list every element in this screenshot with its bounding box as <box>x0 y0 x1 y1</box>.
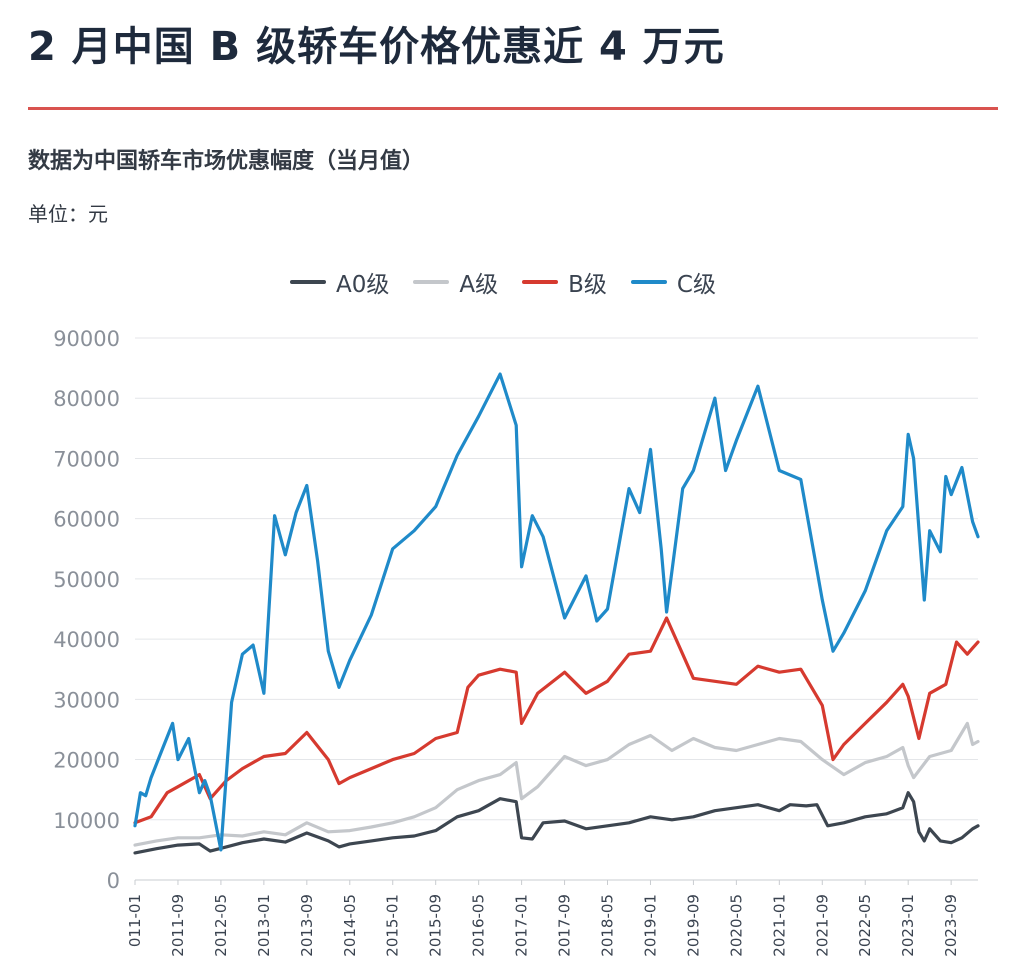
x-tick-label: 2023-01 <box>899 894 917 957</box>
x-tick-label: 2017-01 <box>513 894 531 957</box>
chart-title: 2 月中国 B 级轿车价格优惠近 4 万元 <box>28 24 725 70</box>
legend-label-c: C级 <box>676 272 716 298</box>
title-divider <box>28 107 998 110</box>
chart-subtitle: 数据为中国轿车市场优惠幅度（当月值） <box>28 149 425 174</box>
y-tick-label: 50000 <box>53 568 120 592</box>
legend-swatch-a0 <box>290 280 326 284</box>
y-tick-label: 10000 <box>53 809 120 833</box>
x-tick-label: 2011-09 <box>169 894 187 957</box>
series-line-1 <box>133 721 980 847</box>
legend-swatch-a <box>413 280 450 284</box>
y-tick-label: 20000 <box>53 749 120 773</box>
legend-item-c[interactable]: C级 <box>630 265 716 299</box>
x-tick-label: 2015-01 <box>384 894 402 957</box>
x-tick-label: 2019-09 <box>684 894 702 957</box>
legend-item-a0[interactable]: A0级 <box>290 265 389 299</box>
x-tick-label: 2014-05 <box>341 894 359 957</box>
x-tick-label: 2015-09 <box>427 894 445 957</box>
legend-label-b: B级 <box>568 272 607 298</box>
x-tick-label: 2021-01 <box>770 894 788 957</box>
x-tick-label: 2022-05 <box>856 894 874 957</box>
x-tick-label: 2023-09 <box>942 894 960 957</box>
y-tick-label: 90000 <box>53 327 120 351</box>
y-tick-label: 30000 <box>53 688 120 712</box>
series-line-2 <box>133 616 980 825</box>
y-tick-label: 60000 <box>53 508 120 532</box>
legend-label-a0: A0级 <box>336 272 390 298</box>
y-tick-label: 0 <box>107 869 120 893</box>
legend-label-a: A级 <box>459 272 499 298</box>
legend-item-a[interactable]: A级 <box>413 265 498 299</box>
x-tick-label: 2018-05 <box>599 894 617 957</box>
x-tick-label: 011-01 <box>126 894 144 947</box>
y-tick-label: 40000 <box>53 628 120 652</box>
series-line-0 <box>133 791 980 855</box>
x-tick-label: 2012-05 <box>212 894 230 957</box>
unit-label: 单位：元 <box>28 202 108 226</box>
legend-item-b[interactable]: B级 <box>522 265 607 299</box>
y-tick-label: 80000 <box>53 387 120 411</box>
y-tick-label: 70000 <box>53 447 120 471</box>
legend-swatch-b <box>522 280 559 284</box>
x-tick-label: 2017-09 <box>556 894 574 957</box>
x-tick-label: 2020-05 <box>727 894 745 957</box>
x-tick-label: 2013-01 <box>255 894 273 957</box>
x-tick-label: 2013-09 <box>298 894 316 957</box>
x-tick-label: 2019-01 <box>641 894 659 957</box>
legend-swatch-c <box>630 280 667 284</box>
x-tick-label: 2016-05 <box>470 894 488 957</box>
series-line-3 <box>133 372 980 852</box>
x-tick-label: 2021-09 <box>813 894 831 957</box>
legend: A0级 A级 B级 C级 <box>290 262 740 302</box>
